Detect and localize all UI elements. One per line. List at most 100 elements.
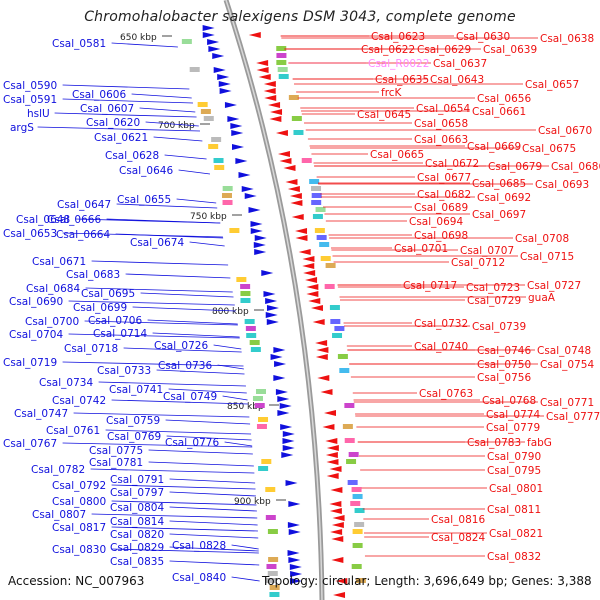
- right-gene-label-43[interactable]: Csal_0729: [467, 295, 521, 307]
- right-gene-label-63[interactable]: Csal_0811: [487, 504, 541, 516]
- right-gene-label-28[interactable]: Csal_0682: [417, 189, 471, 201]
- left-gene-label-57[interactable]: Csal_0830: [52, 544, 106, 556]
- right-gene-label-13[interactable]: Csal_0654: [416, 103, 470, 115]
- left-gene-label-20[interactable]: Csal_0684: [26, 283, 80, 295]
- right-gene-label-48[interactable]: Csal_0748: [537, 345, 591, 357]
- right-gene-label-14[interactable]: Csal_0661: [472, 106, 526, 118]
- right-gene-label-20[interactable]: Csal_0675: [522, 143, 576, 155]
- right-gene-label-21[interactable]: Csal_0665: [370, 149, 424, 161]
- right-gene-label-22[interactable]: Csal_0672: [425, 158, 479, 170]
- right-gene-label-26[interactable]: Csal_0685: [472, 178, 526, 190]
- left-gene-label-58[interactable]: Csal_0835: [110, 556, 164, 568]
- left-gene-label-16[interactable]: Csal_0664: [56, 229, 110, 241]
- left-gene-label-18[interactable]: Csal_0671: [32, 256, 86, 268]
- left-gene-label-45[interactable]: Csal_0782: [31, 464, 85, 476]
- right-gene-label-15[interactable]: Csal_0645: [357, 109, 411, 121]
- right-gene-label-66[interactable]: Csal_0821: [489, 528, 543, 540]
- left-gene-label-22[interactable]: Csal_0690: [9, 296, 63, 308]
- right-gene-label-10[interactable]: Csal_0657: [525, 79, 579, 91]
- left-gene-label-4[interactable]: Csal_0607: [80, 103, 134, 115]
- left-gene-label-30[interactable]: Csal_0719: [3, 357, 57, 369]
- left-gene-label-54[interactable]: Csal_0820: [110, 529, 164, 541]
- left-gene-label-19[interactable]: Csal_0683: [66, 269, 120, 281]
- left-gene-label-29[interactable]: Csal_0726: [154, 340, 208, 352]
- left-gene-label-48[interactable]: Csal_0797: [110, 487, 164, 499]
- left-gene-label-31[interactable]: Csal_0733: [97, 365, 151, 377]
- right-gene-label-46[interactable]: Csal_0740: [414, 341, 468, 353]
- right-gene-label-39[interactable]: Csal_0717: [403, 280, 457, 292]
- right-gene-label-56[interactable]: Csal_0777: [546, 411, 600, 423]
- left-gene-label-15[interactable]: Csal_0653: [3, 228, 57, 240]
- right-gene-label-61[interactable]: Csal_0795: [487, 465, 541, 477]
- right-gene-label-29[interactable]: Csal_0692: [477, 192, 531, 204]
- right-gene-label-64[interactable]: Csal_0816: [431, 514, 485, 526]
- right-gene-label-49[interactable]: Csal_0750: [477, 359, 531, 371]
- left-gene-label-3[interactable]: Csal_0591: [3, 94, 57, 106]
- left-gene-label-0[interactable]: Csal_0581: [52, 38, 106, 50]
- left-gene-label-9[interactable]: Csal_0628: [105, 150, 159, 162]
- left-gene-label-40[interactable]: Csal_0769: [107, 431, 161, 443]
- left-gene-label-37[interactable]: Csal_0747: [14, 408, 68, 420]
- right-gene-label-40[interactable]: Csal_0723: [466, 282, 520, 294]
- right-gene-label-4[interactable]: Csal_0629: [417, 44, 471, 56]
- right-gene-label-11[interactable]: frcK: [381, 87, 403, 99]
- left-gene-label-12[interactable]: Csal_0655: [117, 194, 171, 206]
- left-gene-label-49[interactable]: Csal_0800: [52, 496, 106, 508]
- right-gene-label-37[interactable]: Csal_0715: [520, 251, 574, 263]
- right-gene-label-67[interactable]: Csal_0832: [487, 551, 541, 563]
- left-gene-label-34[interactable]: Csal_0741: [109, 384, 163, 396]
- left-gene-label-36[interactable]: Csal_0749: [163, 391, 217, 403]
- left-gene-label-28[interactable]: Csal_0718: [64, 343, 118, 355]
- left-gene-label-50[interactable]: Csal_0804: [110, 502, 164, 514]
- left-gene-label-33[interactable]: Csal_0734: [39, 377, 93, 389]
- right-gene-label-59[interactable]: fabG: [527, 437, 552, 449]
- left-gene-label-35[interactable]: Csal_0742: [52, 395, 106, 407]
- right-gene-label-52[interactable]: Csal_0763: [419, 388, 473, 400]
- left-gene-label-44[interactable]: Csal_0781: [89, 457, 143, 469]
- right-gene-label-32[interactable]: Csal_0694: [409, 216, 463, 228]
- left-gene-label-10[interactable]: Csal_0646: [119, 165, 173, 177]
- left-gene-label-32[interactable]: Csal_0736: [158, 360, 212, 372]
- right-gene-label-27[interactable]: Csal_0693: [535, 179, 589, 191]
- left-gene-label-27[interactable]: Csal_0714: [93, 328, 147, 340]
- left-gene-label-55[interactable]: Csal_0828: [172, 540, 226, 552]
- left-gene-label-39[interactable]: Csal_0761: [46, 425, 100, 437]
- right-gene-label-17[interactable]: Csal_0670: [538, 125, 592, 137]
- left-gene-label-2[interactable]: Csal_0606: [72, 89, 126, 101]
- left-gene-label-7[interactable]: argS: [10, 122, 34, 134]
- left-gene-label-47[interactable]: Csal_0792: [52, 480, 106, 492]
- right-gene-label-2[interactable]: Csal_0638: [540, 33, 594, 45]
- left-gene-label-46[interactable]: Csal_0791: [110, 474, 164, 486]
- right-gene-label-19[interactable]: Csal_0669: [467, 141, 521, 153]
- right-gene-label-34[interactable]: Csal_0708: [515, 233, 569, 245]
- right-gene-label-44[interactable]: Csal_0732: [414, 318, 468, 330]
- left-gene-label-56[interactable]: Csal_0829: [110, 542, 164, 554]
- right-gene-label-33[interactable]: Csal_0698: [414, 230, 468, 242]
- right-gene-label-9[interactable]: Csal_0643: [430, 74, 484, 86]
- left-gene-label-53[interactable]: Csal_0817: [52, 522, 106, 534]
- left-gene-label-21[interactable]: Csal_0695: [81, 288, 135, 300]
- right-gene-label-31[interactable]: Csal_0697: [472, 209, 526, 221]
- left-gene-label-24[interactable]: Csal_0700: [25, 316, 79, 328]
- right-gene-label-6[interactable]: Csal_R0022: [368, 58, 429, 70]
- left-gene-label-1[interactable]: Csal_0590: [3, 80, 57, 92]
- right-gene-label-65[interactable]: Csal_0824: [431, 532, 485, 544]
- left-gene-label-59[interactable]: Csal_0840: [172, 572, 226, 584]
- right-gene-label-51[interactable]: Csal_0756: [477, 372, 531, 384]
- left-gene-label-5[interactable]: hslU: [27, 108, 50, 120]
- right-gene-label-57[interactable]: Csal_0779: [486, 422, 540, 434]
- right-gene-label-38[interactable]: Csal_0712: [451, 257, 505, 269]
- right-gene-label-36[interactable]: Csal_0707: [460, 245, 514, 257]
- right-gene-label-41[interactable]: Csal_0727: [527, 280, 581, 292]
- left-gene-label-26[interactable]: Csal_0704: [9, 329, 63, 341]
- right-gene-label-60[interactable]: Csal_0790: [487, 451, 541, 463]
- left-gene-label-8[interactable]: Csal_0621: [94, 132, 148, 144]
- right-gene-label-47[interactable]: Csal_0746: [477, 345, 531, 357]
- left-gene-label-13[interactable]: Csal_0648: [16, 214, 70, 226]
- left-gene-label-43[interactable]: Csal_0775: [89, 445, 143, 457]
- left-gene-label-38[interactable]: Csal_0759: [106, 415, 160, 427]
- right-gene-label-55[interactable]: Csal_0774: [486, 409, 540, 421]
- left-gene-label-17[interactable]: Csal_0674: [130, 237, 184, 249]
- left-gene-label-25[interactable]: Csal_0706: [88, 315, 142, 327]
- right-gene-label-35[interactable]: Csal_0701: [394, 243, 448, 255]
